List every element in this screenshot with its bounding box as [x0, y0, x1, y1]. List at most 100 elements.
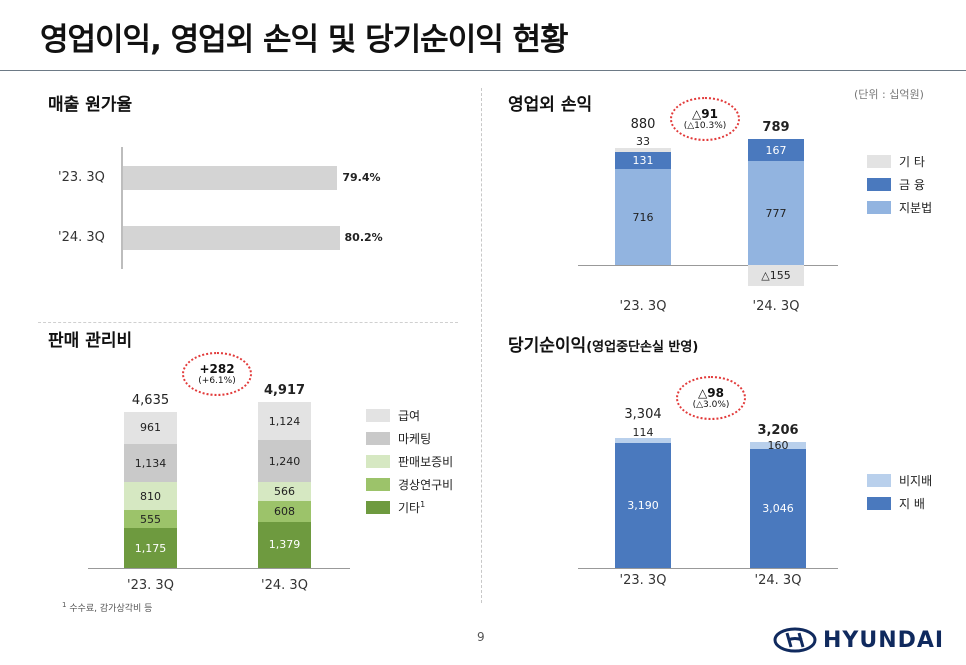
legend-swatch: [366, 408, 390, 422]
bar-total-label: 789: [762, 119, 790, 135]
footnote: 1 수수료, 감가상각비 등: [62, 601, 152, 614]
category-label: '23. 3Q: [619, 299, 667, 314]
bar-segment: 777: [748, 161, 804, 265]
legend-item: 판매보증비: [366, 453, 453, 469]
bar-segment: 3,190: [615, 442, 671, 568]
non-operating-delta-oval: △91 (△10.3%): [670, 97, 740, 141]
net-income-legend: 비지배 지 배: [867, 472, 932, 518]
segment-label-outside: 33: [636, 135, 650, 149]
bar-segment: 608: [258, 501, 311, 522]
bar-segment: 167: [748, 138, 804, 162]
delta-sub: (+6.1%): [198, 375, 236, 386]
legend-label: 판매보증비: [398, 454, 454, 469]
cogs-axis-line: [121, 147, 123, 269]
legend-item: 경상연구비: [366, 476, 453, 492]
bar-total-label: 880: [630, 116, 656, 132]
horizontal-divider: [38, 322, 458, 323]
legend-item: 기타1: [366, 499, 453, 515]
sga-chart-title: 판매 관리비: [48, 331, 133, 351]
category-label: '24. 3Q: [261, 578, 308, 593]
non-operating-chart-title: 영업외 손익: [508, 95, 593, 115]
cogs-value-label: 80.2%: [344, 231, 383, 244]
legend-item: 기 타: [867, 153, 932, 169]
legend-label: 지 배: [899, 496, 925, 511]
sga-delta-oval: +282 (+6.1%): [182, 352, 252, 396]
cogs-bar: [123, 226, 340, 250]
non-operating-legend: 기 타 금 융 지분법: [867, 153, 932, 222]
legend-label: 기타1: [398, 499, 425, 516]
legend-label: 비지배: [899, 473, 933, 488]
legend-label: 경상연구비: [398, 477, 454, 492]
cogs-category-label: '23. 3Q: [58, 170, 105, 185]
delta-sub: (△10.3%): [683, 120, 727, 131]
title-divider: [0, 70, 966, 71]
cogs-value-label: 79.4%: [342, 171, 381, 184]
net-income-chart-title: 당기순이익(영업중단손실 반영): [508, 331, 698, 356]
bar-segment: 555: [124, 509, 177, 529]
negative-segment: △155: [748, 265, 804, 286]
bar-total-label: 3,304: [624, 407, 662, 423]
legend-item: 금 융: [867, 176, 932, 192]
hyundai-logo-text: HYUNDAI: [823, 627, 945, 653]
footnote-text: 수수료, 감가상각비 등: [69, 604, 153, 614]
legend-swatch: [366, 477, 390, 491]
legend-label: 마케팅: [398, 431, 432, 446]
net-income-delta-oval: △98 (△3.0%): [676, 376, 746, 420]
bar-segment: 1,379: [258, 521, 311, 568]
bar-segment: 961: [124, 411, 177, 445]
cogs-bar: [123, 166, 338, 190]
legend-label: 기 타: [899, 154, 925, 169]
net-income-title-sub: (영업중단손실 반영): [586, 340, 699, 355]
delta-main: △91: [692, 106, 718, 121]
legend-swatch: [867, 496, 891, 510]
page-title: 영업이익, 영업외 손익 및 당기순이익 현황: [40, 22, 569, 58]
vertical-divider: [481, 88, 482, 603]
category-label: '24. 3Q: [752, 299, 800, 314]
legend-item: 비지배: [867, 472, 932, 488]
unit-note: (단위 : 십억원): [854, 88, 924, 101]
bar-segment: [615, 147, 671, 152]
legend-swatch: [867, 200, 891, 214]
bar-segment: 810: [124, 482, 177, 510]
bar-total-label: 4,635: [131, 392, 170, 408]
bar-segment: 160: [750, 439, 806, 452]
net-income-title-main: 당기순이익: [508, 336, 587, 356]
footnote-marker: 1: [420, 499, 426, 509]
page-number: 9: [477, 630, 485, 644]
legend-swatch: [867, 154, 891, 168]
bar-segment: 1,240: [258, 440, 311, 482]
bar-segment: 566: [258, 481, 311, 502]
bar-segment: 1,175: [124, 528, 177, 568]
bar-total-label: 3,206: [757, 423, 799, 439]
category-label: '24. 3Q: [754, 573, 802, 588]
legend-label: 지분법: [899, 200, 933, 215]
legend-label: 금 융: [899, 177, 925, 192]
hyundai-emblem-icon: [773, 627, 817, 653]
footnote-mark: 1: [62, 601, 67, 609]
legend-item: 마케팅: [366, 430, 453, 446]
legend-swatch: [366, 454, 390, 468]
cogs-category-label: '24. 3Q: [58, 230, 105, 245]
delta-sub: (△3.0%): [692, 399, 730, 410]
delta-main: △98: [698, 385, 724, 400]
category-label: '23. 3Q: [127, 578, 174, 593]
bar-segment: 131: [615, 151, 671, 170]
cogs-chart-title: 매출 원가율: [48, 95, 133, 115]
sga-legend: 급여 마케팅 판매보증비 경상연구비 기타1: [366, 407, 453, 522]
legend-label-text: 기타: [398, 500, 421, 515]
legend-swatch: [366, 500, 390, 514]
chart-baseline: [578, 265, 838, 266]
legend-item: 지 배: [867, 495, 932, 511]
legend-item: 지분법: [867, 199, 932, 215]
legend-swatch: [867, 177, 891, 191]
segment-label-outside: 114: [632, 425, 654, 439]
bar-total-label: 4,917: [263, 383, 306, 399]
bar-segment: [615, 438, 671, 443]
chart-baseline: [578, 568, 838, 569]
chart-baseline: [88, 568, 350, 569]
hyundai-logo: HYUNDAI: [773, 627, 944, 653]
legend-label: 급여: [398, 408, 421, 423]
bar-segment: 3,046: [750, 448, 806, 568]
legend-swatch: [867, 473, 891, 487]
category-label: '23. 3Q: [619, 573, 667, 588]
